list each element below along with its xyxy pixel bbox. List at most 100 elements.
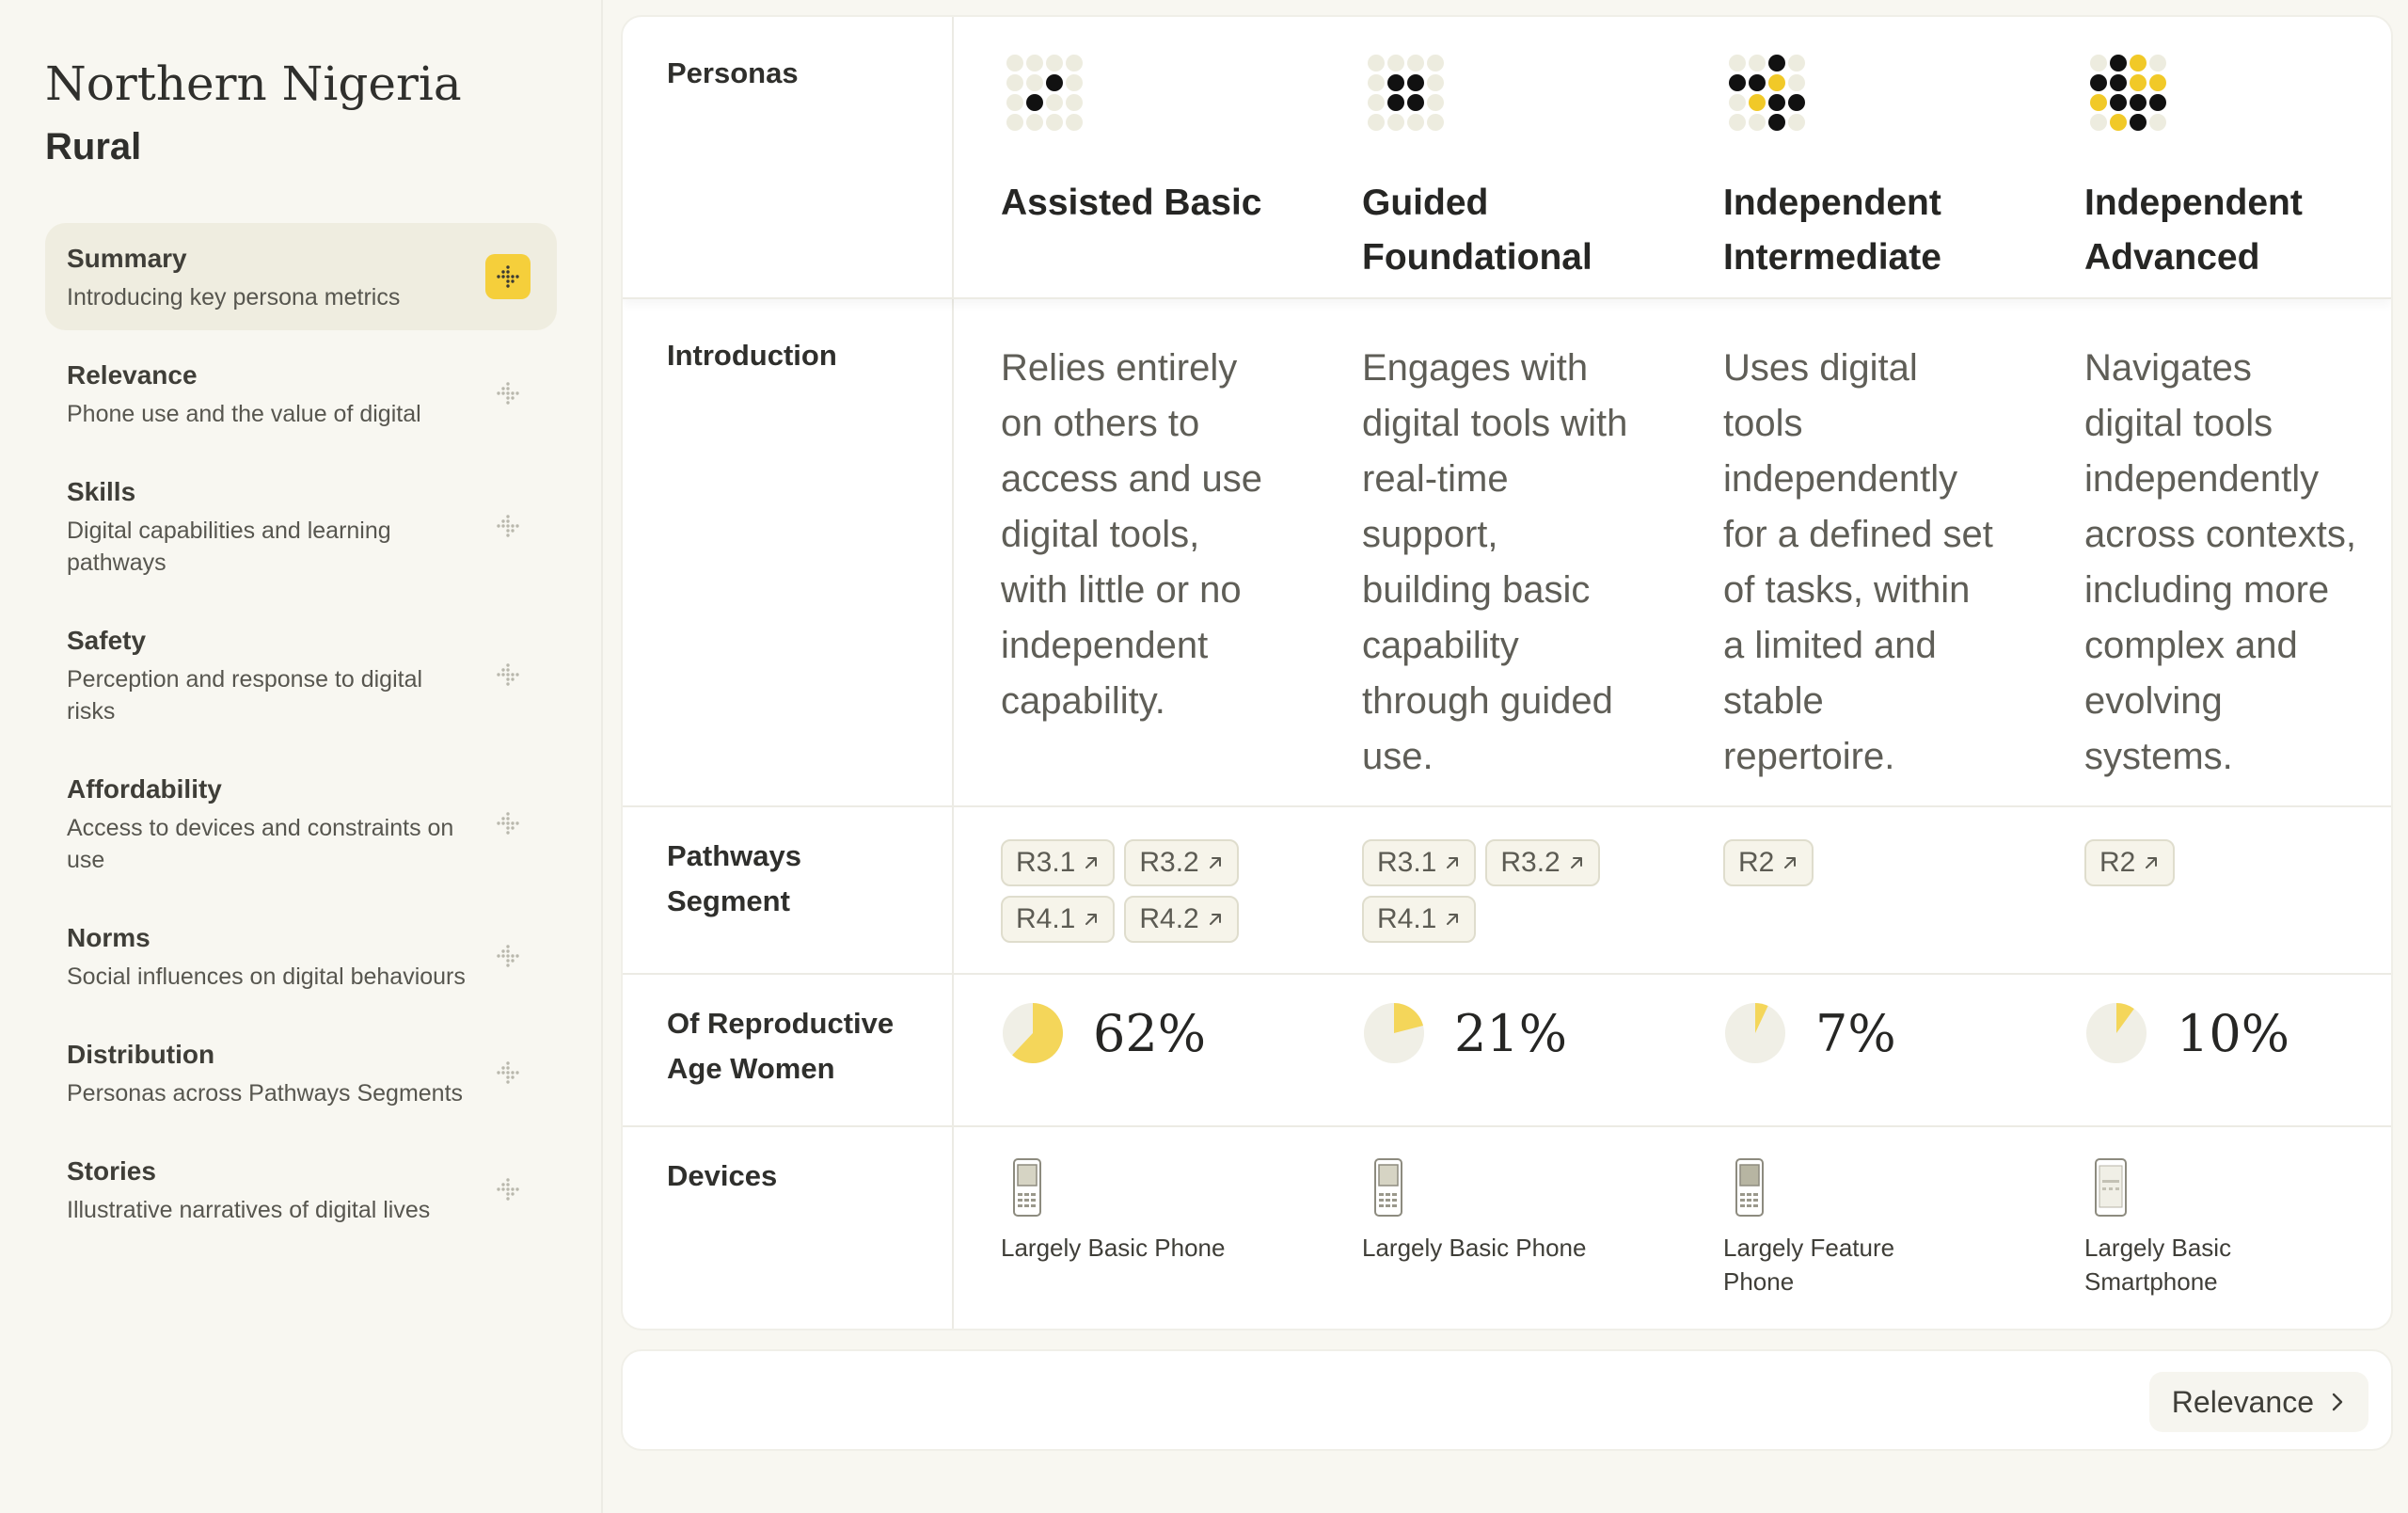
pathway-tag-label: R3.1 [1016, 847, 1076, 878]
persona-dot [1046, 74, 1063, 91]
persona-dot [1749, 114, 1766, 131]
persona-dot [2149, 74, 2166, 91]
nav-indicator [485, 801, 531, 846]
feature-phone-icon [1735, 1158, 1764, 1217]
pathway-tag[interactable]: R4.1 [1001, 896, 1116, 943]
sidebar-item-title: Norms [67, 923, 150, 952]
persona-dot [1046, 94, 1063, 111]
device-info: Largely Basic Phone [1362, 1157, 1616, 1265]
persona-name: Assisted Basic [1001, 183, 1262, 223]
persona-dot [1768, 74, 1785, 91]
persona-dot [1768, 55, 1785, 72]
row-divider [623, 1125, 2391, 1127]
row-label-introduction: Introduction [667, 339, 837, 372]
persona-dot [1729, 94, 1746, 111]
persona-table: Personas Introduction Pathways Segment O… [621, 15, 2393, 1330]
personas-header-row: Personas [623, 17, 2391, 299]
persona-dot [1788, 55, 1805, 72]
persona-intro: Engages with digital tools with real-tim… [1362, 347, 1628, 777]
persona-dot [1427, 74, 1444, 91]
pathway-tag[interactable]: R3.2 [1485, 839, 1600, 886]
sidebar-item-relevance[interactable]: Relevance Phone use and the value of dig… [45, 340, 557, 447]
pathway-tag-label: R4.1 [1016, 903, 1076, 934]
row-label-pathways: Pathways Segment [667, 839, 802, 917]
row-divider [623, 973, 2391, 975]
pathway-tag[interactable]: R4.1 [1362, 896, 1477, 943]
persona-dot [2130, 114, 2147, 131]
persona-dot [1046, 114, 1063, 131]
nav-indicator [485, 503, 531, 549]
persona-dot [2090, 55, 2107, 72]
sidebar-item-title: Summary [67, 244, 187, 273]
persona-intro: Relies entirely on others to access and … [1001, 347, 1262, 722]
persona-dot [2149, 94, 2166, 111]
persona-dot-icon [1006, 55, 1339, 131]
women-percent: 62% [1001, 1001, 1206, 1065]
pathway-tag[interactable]: R3.1 [1362, 839, 1477, 886]
row-divider [623, 805, 2391, 807]
persona-dot [1387, 74, 1404, 91]
pathway-tag[interactable]: R2 [1723, 839, 1814, 886]
persona-dot [1427, 114, 1444, 131]
sidebar-item-desc: Social influences on digital behaviours [67, 964, 466, 990]
sidebar-item-skills[interactable]: Skills Digital capabilities and learning… [45, 456, 557, 596]
persona-intro: Uses digital tools independently for a d… [1723, 347, 1993, 777]
percent-pie [1364, 1003, 1424, 1063]
nav-indicator [485, 933, 531, 979]
device-info: Largely Basic Smartphone [2084, 1157, 2338, 1298]
persona-dot [1749, 55, 1766, 72]
persona-dot [1427, 94, 1444, 111]
device-label: Largely Basic Smartphone [2084, 1234, 2232, 1296]
persona-name: Independent Advanced [2084, 183, 2303, 278]
women-percent: 10% [2084, 1001, 2289, 1065]
persona-dot [1026, 114, 1043, 131]
percent-value: 7% [1815, 1003, 1896, 1063]
sidebar-item-norms[interactable]: Norms Social influences on digital behav… [45, 902, 557, 1010]
sidebar-item-distribution[interactable]: Distribution Personas across Pathways Se… [45, 1019, 557, 1126]
persona-dot [1768, 114, 1785, 131]
arrow-up-right-icon [1085, 857, 1098, 868]
persona-header: Guided Foundational [1362, 55, 1701, 285]
basic-phone-icon [1013, 1158, 1041, 1217]
next-section-button[interactable]: Relevance [2148, 1372, 2368, 1432]
percent-pie [2086, 1003, 2147, 1063]
sidebar-item-desc: Perception and response to digital risks [67, 666, 423, 725]
pathway-tag[interactable]: R3.2 [1124, 839, 1239, 886]
persona-dot [2110, 94, 2127, 111]
sidebar-item-title: Relevance [67, 360, 198, 390]
sidebar-item-title: Affordability [67, 774, 222, 804]
persona-dot [2110, 55, 2127, 72]
dots-cross-icon [497, 945, 519, 967]
percent-pie [1003, 1003, 1063, 1063]
pathway-tag[interactable]: R3.1 [1001, 839, 1116, 886]
region-title: Northern Nigeria [45, 56, 462, 111]
pathway-tag[interactable]: R2 [2084, 839, 2176, 886]
pathway-tag[interactable]: R4.2 [1124, 896, 1239, 943]
persona-dot [1066, 74, 1083, 91]
dots-cross-icon [497, 812, 519, 835]
persona-dot [2130, 74, 2147, 91]
sidebar-item-stories[interactable]: Stories Illustrative narratives of digit… [45, 1136, 557, 1243]
basic-phone-icon [1374, 1158, 1402, 1217]
nav-indicator [485, 1167, 531, 1212]
persona-dot-icon [1729, 55, 2062, 131]
persona-dot [1026, 94, 1043, 111]
arrow-up-right-icon [1209, 857, 1221, 868]
sidebar-item-affordability[interactable]: Affordability Access to devices and cons… [45, 754, 557, 893]
sidebar-item-safety[interactable]: Safety Perception and response to digita… [45, 605, 557, 744]
persona-dot [1749, 74, 1766, 91]
percent-value: 10% [2177, 1003, 2290, 1063]
pathway-tag-label: R4.1 [1377, 903, 1437, 934]
row-label-devices: Devices [667, 1159, 778, 1192]
arrow-up-right-icon [1570, 857, 1582, 868]
persona-dot [1026, 55, 1043, 72]
sidebar-item-desc: Illustrative narratives of digital lives [67, 1197, 431, 1223]
arrow-up-right-icon [2146, 857, 2158, 868]
persona-dot [1387, 114, 1404, 131]
persona-dot [1729, 74, 1746, 91]
sidebar-item-title: Safety [67, 626, 147, 655]
device-label: Largely Feature Phone [1723, 1234, 1895, 1296]
sidebar-item-summary[interactable]: Summary Introducing key persona metrics [45, 223, 557, 330]
persona-dot [1788, 94, 1805, 111]
persona-dot [1368, 94, 1385, 111]
